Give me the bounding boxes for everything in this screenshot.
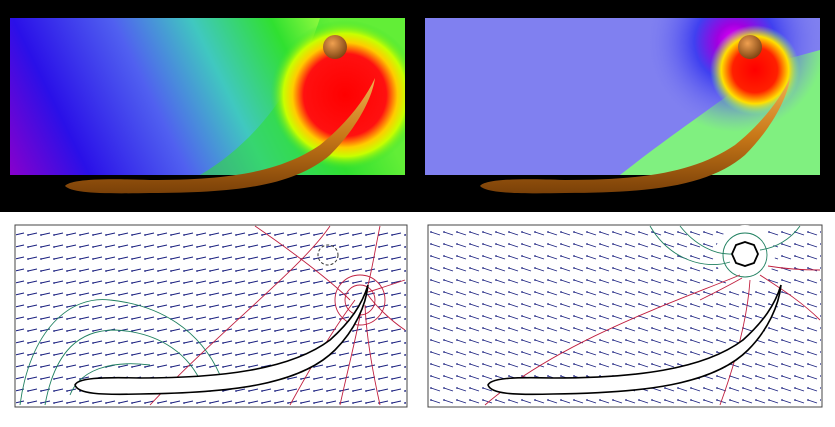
fish-outline [74, 284, 369, 396]
sphere-outline [317, 244, 339, 266]
green-contours [19, 299, 221, 406]
top-right-panel [425, 18, 820, 194]
fish-outline [487, 284, 782, 396]
sphere [738, 35, 762, 59]
red-region [10, 18, 405, 175]
sphere-outline [731, 241, 759, 267]
bottom-right-panel [427, 224, 823, 408]
fish-body [65, 78, 375, 194]
sphere [323, 35, 347, 59]
red-region [425, 18, 820, 175]
top-left-panel [10, 18, 405, 194]
bottom-left-panel [14, 224, 408, 408]
fish-body [480, 78, 790, 194]
green-contours [649, 225, 801, 278]
